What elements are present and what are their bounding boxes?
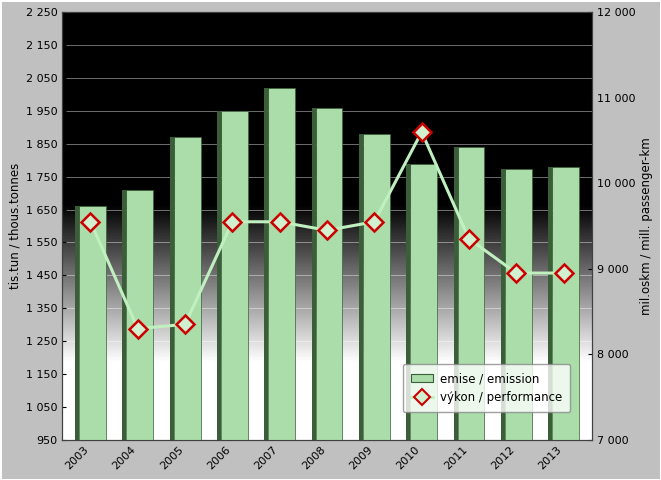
Y-axis label: mil.oskm / mill. passenger-km: mil.oskm / mill. passenger-km: [640, 137, 652, 315]
Bar: [316, 108, 342, 480]
Bar: [363, 134, 390, 480]
Bar: [312, 108, 316, 480]
Bar: [548, 167, 552, 480]
Bar: [79, 206, 106, 480]
Bar: [457, 147, 485, 480]
Bar: [217, 111, 221, 480]
Bar: [505, 168, 531, 480]
Bar: [410, 164, 437, 480]
Y-axis label: tis.tun / thous.tonnes: tis.tun / thous.tonnes: [9, 163, 21, 289]
Bar: [264, 88, 268, 480]
Legend: emise / emission, výkon / performance: emise / emission, výkon / performance: [403, 364, 570, 412]
Bar: [407, 164, 410, 480]
Bar: [359, 134, 363, 480]
Bar: [501, 168, 505, 480]
Bar: [221, 111, 248, 480]
Bar: [453, 147, 457, 480]
Bar: [75, 206, 79, 480]
Bar: [174, 137, 200, 480]
Bar: [122, 190, 126, 480]
Bar: [126, 190, 153, 480]
Bar: [170, 137, 174, 480]
Bar: [268, 88, 295, 480]
Bar: [552, 167, 579, 480]
